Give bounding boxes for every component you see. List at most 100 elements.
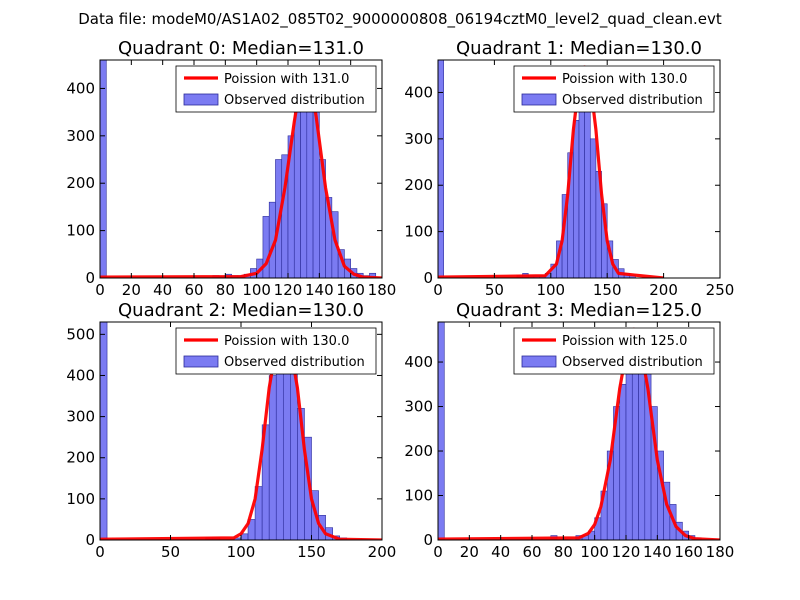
subplot-title: Quadrant 2: Median=130.0 <box>118 300 364 321</box>
y-tick-label: 200 <box>66 449 95 467</box>
y-tick-label: 300 <box>66 127 95 145</box>
x-tick-label: 120 <box>274 281 303 299</box>
subplot-2: 0 50 100 150 200 0 100 200 300 400 500 Quadrant 2: … <box>66 300 396 561</box>
hist-bar <box>300 92 308 278</box>
hist-bar <box>625 361 633 540</box>
x-tick-label: 100 <box>536 281 565 299</box>
legend-line-label: Poission with 125.0 <box>562 334 687 349</box>
y-tick-label: 400 <box>404 83 433 101</box>
x-tick-label: 200 <box>649 281 678 299</box>
hist-bar <box>631 352 639 540</box>
legend: Poission with 125.0 Observed distribution <box>513 327 715 375</box>
hist-bar <box>100 60 107 278</box>
y-tick-label: 0 <box>85 269 95 287</box>
figure-title: Data file: modeM0/AS1A02_085T02_90000008… <box>78 10 722 29</box>
x-tick-label: 60 <box>522 543 541 561</box>
legend-hist-swatch <box>183 355 219 368</box>
hist-bar <box>584 87 591 278</box>
legend-hist-label: Observed distribution <box>562 355 703 370</box>
x-tick-label: 60 <box>184 281 203 299</box>
x-tick-label: 0 <box>433 281 443 299</box>
x-tick-label: 100 <box>580 543 609 561</box>
y-tick-label: 300 <box>404 398 433 416</box>
axes-frame <box>99 59 383 279</box>
x-tick-label: 80 <box>554 543 573 561</box>
x-tick-label: 150 <box>297 543 326 561</box>
y-tick-label: 100 <box>404 223 433 241</box>
y-tick-label: 200 <box>404 442 433 460</box>
x-tick-label: 180 <box>706 543 735 561</box>
x-tick-label: 0 <box>433 543 443 561</box>
hist-bar <box>438 60 444 278</box>
x-tick-label: 20 <box>122 281 141 299</box>
x-tick-label: 20 <box>460 543 479 561</box>
y-tick-label: 400 <box>66 79 95 97</box>
subplot-title: Quadrant 0: Median=131.0 <box>118 38 364 59</box>
y-tick-label: 100 <box>66 490 95 508</box>
x-tick-label: 100 <box>242 281 271 299</box>
y-tick-label: 200 <box>404 176 433 194</box>
x-tick-label: 80 <box>216 281 235 299</box>
plot-area <box>438 322 720 540</box>
legend-line-label: Poission with 130.0 <box>224 334 349 349</box>
subplot-0: 0 20 40 60 80 100 120 140 160 1800100200300400Qua… <box>66 38 396 299</box>
x-tick-label: 160 <box>674 543 703 561</box>
hist-bar <box>100 322 108 540</box>
legend-hist-label: Observed distribution <box>224 93 365 108</box>
hist-bar <box>290 366 298 540</box>
x-tick-label: 100 <box>227 543 256 561</box>
x-tick-label: 50 <box>161 543 180 561</box>
y-tick-label: 0 <box>85 531 95 549</box>
y-tick-label: 200 <box>66 174 95 192</box>
legend: Poission with 130.0 Observed distribution <box>513 65 715 113</box>
legend: Poission with 130.0 Observed distribution <box>175 327 377 375</box>
hist-bar <box>306 88 314 278</box>
legend-line-label: Poission with 130.0 <box>562 72 687 87</box>
legend-line-label: Poission with 131.0 <box>224 72 349 87</box>
x-tick-label: 0 <box>95 543 105 561</box>
x-tick-label: 40 <box>491 543 510 561</box>
y-tick-label: 400 <box>404 353 433 371</box>
hist-bar <box>293 111 301 278</box>
x-tick-label: 150 <box>593 281 622 299</box>
x-tick-label: 120 <box>612 543 641 561</box>
y-tick-label: 100 <box>66 222 95 240</box>
subplot-3: 0 20 40 60 80 100 120 140 160 1800100200300400Qua… <box>404 300 734 561</box>
x-tick-label: 200 <box>368 543 397 561</box>
x-tick-label: 180 <box>368 281 397 299</box>
x-tick-label: 0 <box>95 281 105 299</box>
x-tick-label: 50 <box>485 281 504 299</box>
y-tick-label: 400 <box>66 366 95 384</box>
x-tick-label: 250 <box>706 281 735 299</box>
y-tick-label: 500 <box>66 325 95 343</box>
hist-bar <box>268 375 277 540</box>
axes-frame <box>437 321 721 541</box>
axes-frame <box>437 59 721 279</box>
y-tick-label: 300 <box>66 408 95 426</box>
hist-bar <box>589 138 597 278</box>
y-tick-label: 0 <box>423 531 433 549</box>
subplot-title: Quadrant 3: Median=125.0 <box>456 300 702 321</box>
x-tick-label: 40 <box>153 281 172 299</box>
y-tick-label: 300 <box>404 130 433 148</box>
hist-bar <box>262 216 270 278</box>
subplot-title: Quadrant 1: Median=130.0 <box>456 38 702 59</box>
hist-bar <box>619 383 627 540</box>
legend-hist-label: Observed distribution <box>562 93 703 108</box>
hist-bar <box>578 92 585 278</box>
legend-hist-swatch <box>183 93 219 106</box>
x-tick-label: 160 <box>336 281 365 299</box>
hist-bar <box>282 354 291 540</box>
legend-hist-label: Observed distribution <box>224 355 365 370</box>
legend-hist-swatch <box>521 355 557 368</box>
hist-bar <box>573 119 580 278</box>
x-tick-label: 140 <box>643 543 672 561</box>
legend: Poission with 131.0 Observed distribution <box>175 65 377 113</box>
x-tick-label: 140 <box>305 281 334 299</box>
y-tick-label: 100 <box>404 487 433 505</box>
legend-hist-swatch <box>521 93 557 106</box>
y-tick-label: 0 <box>423 269 433 287</box>
subplot-1: 0 50 100 150 200 250 0 100 200 300 400 Quadrant 1: … <box>404 38 734 299</box>
hist-bar <box>438 322 445 540</box>
